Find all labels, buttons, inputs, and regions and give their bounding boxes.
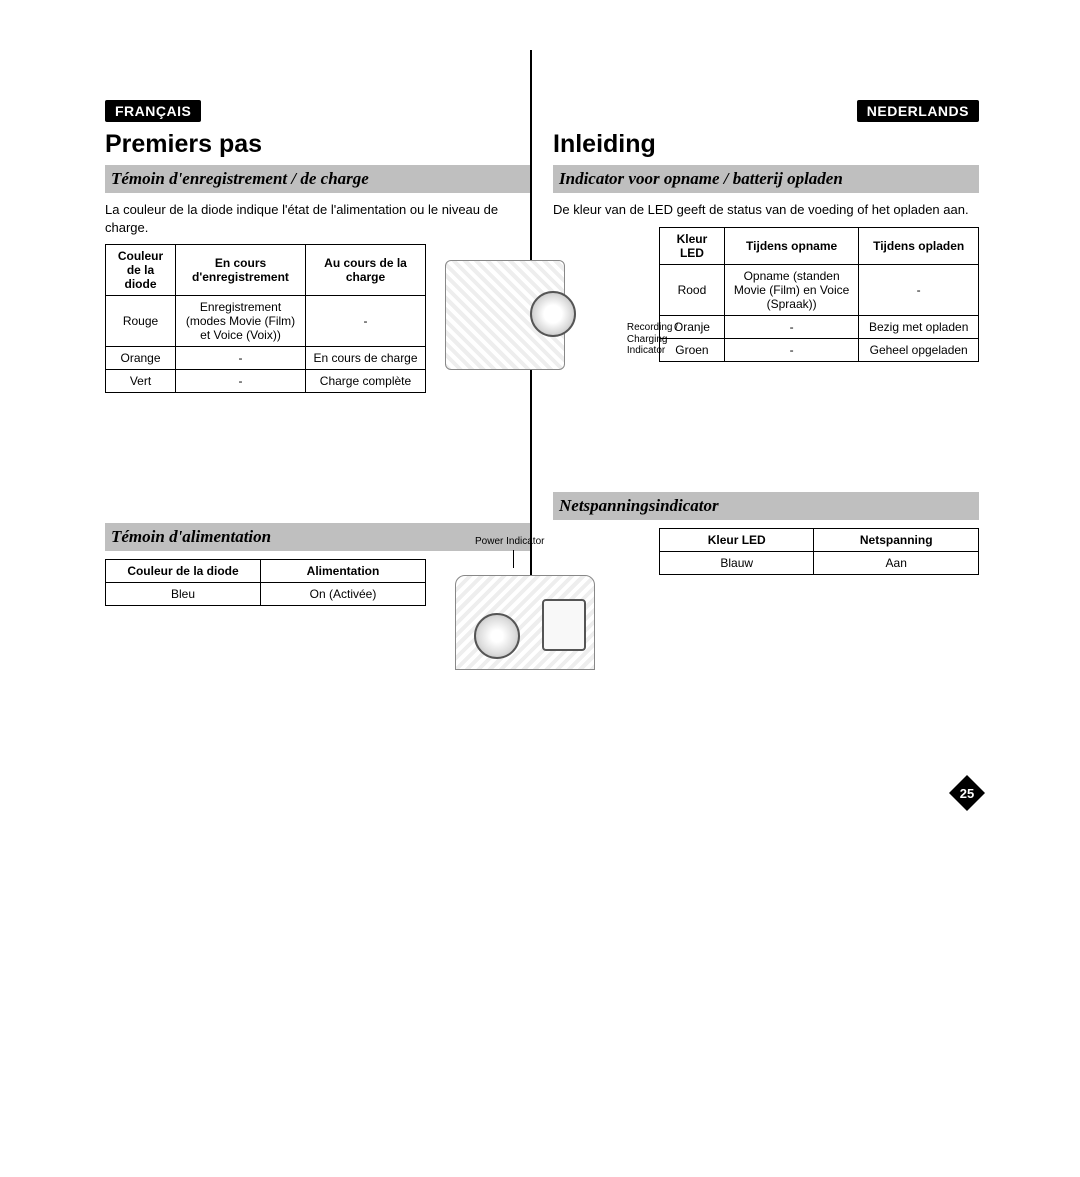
heading-dutch: Inleiding xyxy=(553,130,979,159)
th: Couleur de la diode xyxy=(106,245,176,296)
body-french-1: La couleur de la diode indique l'état de… xyxy=(105,201,531,236)
th: Au cours de la charge xyxy=(306,245,426,296)
section-dutch-2: Netspanningsindicator Kleur LED Netspann… xyxy=(553,492,979,575)
th: Tijdens opname xyxy=(724,227,858,264)
td: - xyxy=(176,347,306,370)
td: - xyxy=(176,370,306,393)
table-row: Rood Opname (standen Movie (Film) en Voi… xyxy=(660,264,979,315)
subheading-dutch-2: Netspanningsindicator xyxy=(553,492,979,520)
figure-power-indicator: Power Indicator xyxy=(455,540,615,670)
td: En cours de charge xyxy=(306,347,426,370)
subheading-french-1: Témoin d'enregistrement / de charge xyxy=(105,165,531,193)
td: Blauw xyxy=(660,551,814,574)
table-row: Bleu On (Activée) xyxy=(106,583,426,606)
td: Aan xyxy=(814,551,979,574)
td: - xyxy=(306,296,426,347)
figure-recording-indicator: Recording / Charging Indicator xyxy=(445,260,620,380)
table-dutch-recording: Kleur LED Tijdens opname Tijdens opladen… xyxy=(659,227,979,362)
td: Bleu xyxy=(106,583,261,606)
body-dutch-1: De kleur van de LED geeft de status van … xyxy=(553,201,979,219)
lang-badge-french: FRANÇAIS xyxy=(105,100,201,122)
table-row: Rouge Enregistrement (modes Movie (Film)… xyxy=(106,296,426,347)
td: Bezig met opladen xyxy=(859,315,979,338)
table-row: Couleur de la diode Alimentation xyxy=(106,560,426,583)
figure1-label-l1: Recording / xyxy=(627,322,678,333)
lang-badge-dutch: NEDERLANDS xyxy=(857,100,979,122)
td: Orange xyxy=(106,347,176,370)
th: Kleur LED xyxy=(660,227,725,264)
camera-body-icon xyxy=(445,260,565,370)
camera-front-icon xyxy=(455,575,595,670)
td: - xyxy=(724,315,858,338)
td: - xyxy=(724,338,858,361)
th: Tijdens opladen xyxy=(859,227,979,264)
table-french-recording: Couleur de la diode En cours d'enregistr… xyxy=(105,244,426,393)
heading-french: Premiers pas xyxy=(105,130,531,159)
th: En cours d'enregistrement xyxy=(176,245,306,296)
th: Kleur LED xyxy=(660,528,814,551)
subheading-dutch-1: Indicator voor opname / batterij opladen xyxy=(553,165,979,193)
screen-icon xyxy=(542,599,586,651)
table-row: Orange - En cours de charge xyxy=(106,347,426,370)
page-number: 25 xyxy=(949,775,985,811)
page-number-badge: 25 xyxy=(949,775,985,811)
td: - xyxy=(859,264,979,315)
figure1-label-l3: Indicator xyxy=(627,345,665,356)
th: Alimentation xyxy=(261,560,426,583)
table-row: Vert - Charge complète xyxy=(106,370,426,393)
th: Couleur de la diode xyxy=(106,560,261,583)
figure2-pointer xyxy=(513,550,514,568)
th: Netspanning xyxy=(814,528,979,551)
table-row: Kleur LED Tijdens opname Tijdens opladen xyxy=(660,227,979,264)
lens-icon xyxy=(474,613,520,659)
figure1-label-l2: Charging xyxy=(627,334,668,345)
table-row: Couleur de la diode En cours d'enregistr… xyxy=(106,245,426,296)
figure1-label: Recording / Charging Indicator xyxy=(627,322,678,357)
td: On (Activée) xyxy=(261,583,426,606)
td: Vert xyxy=(106,370,176,393)
manual-page: FRANÇAIS Premiers pas Témoin d'enregistr… xyxy=(0,0,1080,1177)
table-row: Kleur LED Netspanning xyxy=(660,528,979,551)
td: Geheel opgeladen xyxy=(859,338,979,361)
td: Rouge xyxy=(106,296,176,347)
table-row: Oranje - Bezig met opladen xyxy=(660,315,979,338)
dial-icon xyxy=(530,291,576,337)
td: Opname (standen Movie (Film) en Voice (S… xyxy=(724,264,858,315)
table-dutch-power: Kleur LED Netspanning Blauw Aan xyxy=(659,528,979,575)
figure2-label: Power Indicator xyxy=(475,536,544,547)
table-row: Groen - Geheel opgeladen xyxy=(660,338,979,361)
td: Enregistrement (modes Movie (Film) et Vo… xyxy=(176,296,306,347)
table-row: Blauw Aan xyxy=(660,551,979,574)
td: Rood xyxy=(660,264,725,315)
td: Charge complète xyxy=(306,370,426,393)
table-french-power: Couleur de la diode Alimentation Bleu On… xyxy=(105,559,426,606)
